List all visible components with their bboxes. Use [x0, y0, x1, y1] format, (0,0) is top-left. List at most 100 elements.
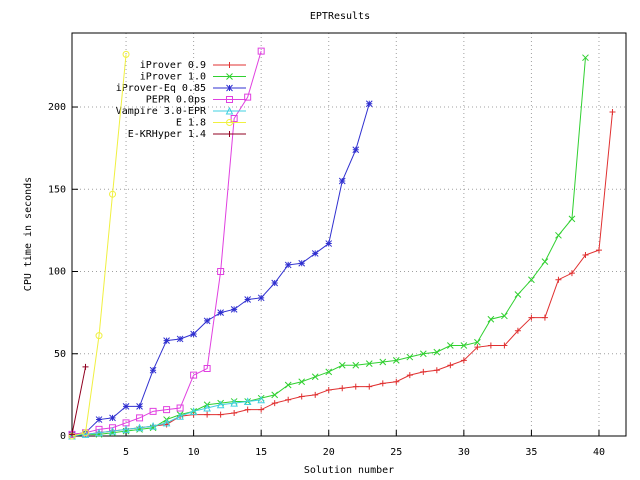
data-point	[203, 403, 211, 412]
data-point	[528, 276, 535, 284]
data-point	[379, 380, 386, 387]
data-point	[338, 361, 346, 369]
legend-label: Vampire 3.0-EPR	[116, 106, 207, 117]
chart-title: EPTResults	[310, 11, 370, 22]
x-tick-label: 5	[123, 447, 129, 458]
data-point	[501, 312, 508, 320]
data-point	[541, 314, 548, 321]
data-point	[230, 398, 238, 407]
data-point	[582, 54, 589, 62]
data-point	[487, 315, 495, 323]
data-point	[95, 332, 103, 340]
data-point	[189, 407, 198, 415]
data-point	[379, 358, 387, 366]
data-point	[109, 190, 117, 198]
data-point	[460, 357, 467, 364]
legend-label: iProver 1.0	[140, 72, 206, 83]
series-line	[71, 54, 127, 437]
x-tick-label: 10	[188, 447, 200, 458]
data-point	[311, 373, 319, 381]
legend-marker	[226, 62, 233, 68]
data-point	[176, 335, 184, 343]
data-point	[541, 258, 549, 265]
legend-label: iProver 0.9	[140, 60, 206, 71]
data-point	[68, 432, 76, 440]
data-point	[81, 430, 90, 438]
legend-label: E-KRHyper 1.4	[128, 129, 206, 140]
data-point	[109, 414, 116, 422]
data-point	[231, 409, 238, 416]
data-point	[271, 400, 278, 407]
x-tick-label: 40	[593, 447, 605, 458]
data-point	[163, 337, 170, 344]
y-tick-label: 50	[54, 349, 66, 360]
data-point	[460, 342, 468, 349]
data-point	[108, 426, 117, 435]
data-point	[203, 365, 211, 373]
data-point	[244, 296, 252, 303]
data-point	[271, 391, 279, 399]
data-point	[69, 431, 75, 438]
y-tick-label: 100	[48, 267, 66, 278]
data-point	[298, 378, 306, 386]
legend-marker	[226, 119, 234, 126]
data-point	[257, 395, 265, 404]
data-point	[216, 400, 225, 409]
data-point	[514, 291, 522, 298]
data-point	[285, 396, 292, 403]
y-tick-label: 150	[48, 184, 66, 195]
data-point	[82, 363, 89, 370]
data-point	[595, 247, 602, 254]
data-point	[555, 276, 562, 283]
data-point	[487, 342, 494, 349]
data-point	[162, 418, 171, 427]
data-point	[122, 425, 130, 433]
data-point	[190, 330, 197, 338]
data-point	[217, 309, 224, 316]
data-point	[122, 403, 130, 410]
data-point	[257, 47, 265, 55]
data-point	[204, 411, 211, 418]
data-point	[609, 108, 616, 115]
data-point	[230, 305, 238, 313]
data-point	[149, 407, 157, 415]
data-point	[217, 411, 224, 418]
data-point	[365, 100, 373, 108]
series-line	[71, 366, 87, 435]
data-point	[514, 327, 521, 334]
y-tick-label: 200	[48, 102, 66, 113]
data-point	[203, 317, 211, 325]
data-point	[95, 428, 103, 437]
data-point	[271, 279, 279, 287]
data-point	[419, 350, 427, 358]
y-axis-label: CPU time in seconds	[23, 177, 34, 291]
data-point	[325, 368, 333, 376]
data-point	[352, 146, 360, 154]
data-point	[312, 391, 319, 398]
data-point	[325, 240, 333, 247]
data-point	[352, 383, 359, 390]
x-axis-label: Solution number	[304, 465, 394, 476]
legend-marker	[226, 73, 233, 80]
data-point	[555, 231, 562, 239]
x-tick-label: 25	[390, 447, 402, 458]
data-point	[136, 403, 143, 410]
x-tick-label: 20	[323, 447, 335, 458]
data-point	[82, 429, 90, 437]
data-point	[528, 314, 535, 321]
data-point	[568, 270, 575, 277]
x-tick-label: 35	[525, 447, 537, 458]
data-point	[366, 383, 373, 390]
series-line	[71, 50, 262, 435]
data-point	[420, 368, 427, 375]
y-tick-label: 0	[60, 431, 66, 442]
legend-label: PEPR 0.0ps	[146, 95, 206, 106]
data-point	[176, 404, 184, 412]
data-point	[338, 177, 346, 185]
data-point	[474, 344, 481, 351]
data-point	[258, 406, 265, 413]
data-point	[352, 361, 360, 369]
data-point	[257, 294, 265, 302]
data-point	[244, 93, 252, 101]
